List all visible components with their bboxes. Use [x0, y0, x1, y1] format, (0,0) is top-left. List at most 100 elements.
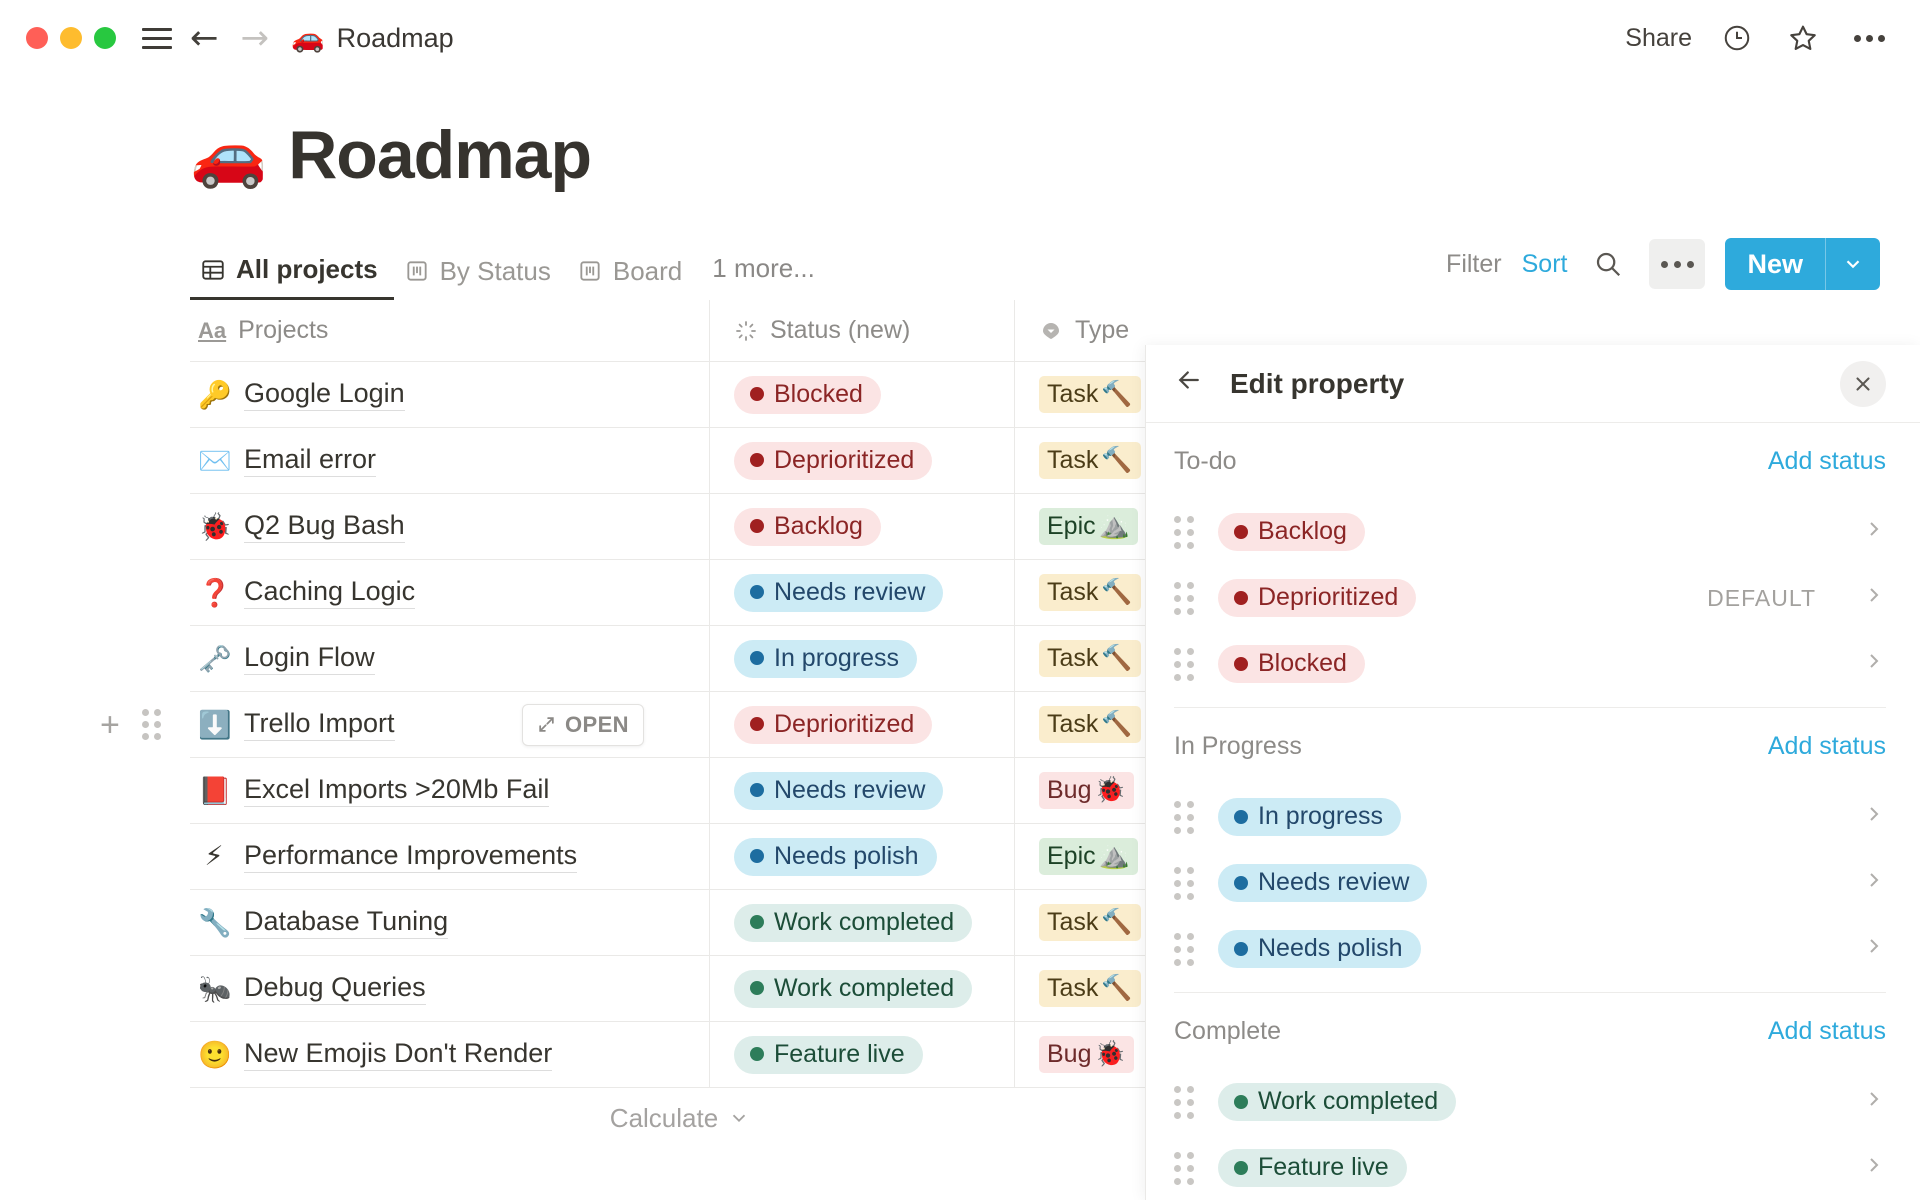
- cell-status[interactable]: Work completed: [710, 890, 1015, 955]
- open-page-button[interactable]: OPEN: [522, 703, 644, 746]
- cell-type[interactable]: Epic ⛰️: [1015, 494, 1170, 559]
- table-row[interactable]: ⚡ Performance Improvements Needs polish Epi…: [190, 824, 1170, 890]
- chevron-right-icon[interactable]: [1862, 1087, 1886, 1118]
- status-option-badge[interactable]: Feature live: [1218, 1149, 1407, 1187]
- column-header-type[interactable]: Type: [1015, 300, 1170, 361]
- type-badge[interactable]: Task 🔨: [1039, 574, 1141, 611]
- chevron-right-icon[interactable]: [1862, 1153, 1886, 1184]
- share-button[interactable]: Share: [1625, 23, 1692, 52]
- cell-project[interactable]: 🗝️ Login Flow: [190, 626, 710, 691]
- table-row[interactable]: 📕 Excel Imports >20Mb Fail Needs review Bug…: [190, 758, 1170, 824]
- cell-project[interactable]: ❓ Caching Logic: [190, 560, 710, 625]
- status-badge[interactable]: Needs review: [734, 573, 944, 612]
- tab-all-projects[interactable]: All projects: [190, 240, 394, 300]
- project-name[interactable]: Google Login: [244, 378, 405, 411]
- close-window-button[interactable]: [26, 27, 48, 49]
- table-row[interactable]: 🐜 Debug Queries Work completed Task 🔨: [190, 956, 1170, 1022]
- new-button-label[interactable]: New: [1725, 238, 1826, 290]
- status-option-badge[interactable]: Needs polish: [1218, 930, 1421, 968]
- forward-arrow-icon[interactable]: →: [240, 18, 270, 58]
- status-badge[interactable]: Feature live: [734, 1035, 923, 1074]
- type-badge[interactable]: Epic ⛰️: [1039, 508, 1138, 545]
- drag-handle-icon[interactable]: [1174, 866, 1194, 900]
- status-option-row[interactable]: Work completed: [1174, 1069, 1886, 1135]
- maximize-window-button[interactable]: [94, 27, 116, 49]
- drag-handle-icon[interactable]: [1174, 647, 1194, 681]
- drag-handle-icon[interactable]: [141, 709, 161, 740]
- project-name[interactable]: Q2 Bug Bash: [244, 510, 405, 543]
- status-badge[interactable]: Needs polish: [734, 837, 937, 876]
- calculate-button[interactable]: Calculate: [610, 1103, 750, 1134]
- cell-project[interactable]: 🔧 Database Tuning: [190, 890, 710, 955]
- cell-status[interactable]: Feature live: [710, 1022, 1015, 1087]
- type-badge[interactable]: Task 🔨: [1039, 376, 1141, 413]
- project-name[interactable]: Debug Queries: [244, 972, 426, 1005]
- table-row[interactable]: 🗝️ Login Flow In progress Task 🔨: [190, 626, 1170, 692]
- cell-status[interactable]: In progress: [710, 626, 1015, 691]
- type-badge[interactable]: Bug 🐞: [1039, 772, 1134, 809]
- cell-type[interactable]: Bug 🐞: [1015, 758, 1170, 823]
- status-option-badge[interactable]: Needs review: [1218, 864, 1428, 902]
- cell-project[interactable]: 📕 Excel Imports >20Mb Fail: [190, 758, 710, 823]
- cell-project[interactable]: ⬇️ Trello Import OPEN: [190, 692, 710, 757]
- cell-type[interactable]: Task 🔨: [1015, 692, 1170, 757]
- cell-project[interactable]: 🐜 Debug Queries: [190, 956, 710, 1021]
- status-option-row[interactable]: Needs review: [1174, 850, 1886, 916]
- clock-icon[interactable]: [1716, 17, 1758, 59]
- project-name[interactable]: Performance Improvements: [244, 840, 578, 873]
- status-badge[interactable]: Work completed: [734, 969, 973, 1008]
- table-row[interactable]: 🐞 Q2 Bug Bash Backlog Epic ⛰️: [190, 494, 1170, 560]
- type-badge[interactable]: Task 🔨: [1039, 904, 1141, 941]
- table-row[interactable]: ❓ Caching Logic Needs review Task 🔨: [190, 560, 1170, 626]
- table-footer[interactable]: Calculate: [190, 1088, 1170, 1148]
- status-option-row[interactable]: Feature live: [1174, 1135, 1886, 1200]
- more-views-button[interactable]: 1 more...: [712, 253, 815, 283]
- status-option-row[interactable]: Backlog: [1174, 499, 1886, 565]
- cell-type[interactable]: Task 🔨: [1015, 362, 1170, 427]
- page-icon-car[interactable]: 🚗: [190, 120, 267, 190]
- star-icon[interactable]: [1782, 17, 1824, 59]
- status-option-badge[interactable]: Backlog: [1218, 513, 1365, 551]
- project-name[interactable]: Caching Logic: [244, 576, 416, 609]
- status-badge[interactable]: In progress: [734, 639, 918, 678]
- status-option-row[interactable]: Deprioritized DEFAULT: [1174, 565, 1886, 631]
- breadcrumb[interactable]: 🚗 Roadmap: [291, 22, 454, 54]
- drag-handle-icon[interactable]: [1174, 932, 1194, 966]
- cell-project[interactable]: ✉️ Email error: [190, 428, 710, 493]
- status-badge[interactable]: Needs review: [734, 771, 944, 810]
- status-option-row[interactable]: Blocked: [1174, 631, 1886, 697]
- status-option-row[interactable]: Needs polish: [1174, 916, 1886, 982]
- search-icon[interactable]: [1587, 243, 1629, 285]
- type-badge[interactable]: Task 🔨: [1039, 442, 1141, 479]
- new-button[interactable]: New: [1725, 238, 1880, 290]
- close-icon[interactable]: [1840, 360, 1886, 407]
- chevron-right-icon[interactable]: [1862, 583, 1886, 614]
- drag-handle-icon[interactable]: [1174, 1085, 1194, 1119]
- cell-project[interactable]: ⚡ Performance Improvements: [190, 824, 710, 889]
- filter-button[interactable]: Filter: [1446, 249, 1502, 278]
- cell-status[interactable]: Deprioritized: [710, 692, 1015, 757]
- status-option-badge[interactable]: Work completed: [1218, 1083, 1457, 1121]
- minimize-window-button[interactable]: [60, 27, 82, 49]
- status-badge[interactable]: Backlog: [734, 507, 881, 546]
- cell-type[interactable]: Epic ⛰️: [1015, 824, 1170, 889]
- cell-status[interactable]: Backlog: [710, 494, 1015, 559]
- table-row[interactable]: 🔑 Google Login Blocked Task 🔨: [190, 362, 1170, 428]
- view-options-button[interactable]: [1649, 239, 1706, 289]
- status-option-badge[interactable]: In progress: [1218, 798, 1402, 836]
- cell-status[interactable]: Needs review: [710, 560, 1015, 625]
- table-row[interactable]: 🙂 New Emojis Don't Render Feature live Bug 🐞: [190, 1022, 1170, 1088]
- status-badge[interactable]: Work completed: [734, 903, 973, 942]
- cell-type[interactable]: Task 🔨: [1015, 956, 1170, 1021]
- type-badge[interactable]: Task 🔨: [1039, 640, 1141, 677]
- drag-handle-icon[interactable]: [1174, 1151, 1194, 1185]
- status-badge[interactable]: Blocked: [734, 375, 881, 414]
- chevron-down-icon[interactable]: [1826, 238, 1880, 290]
- cell-status[interactable]: Deprioritized: [710, 428, 1015, 493]
- chevron-right-icon[interactable]: [1862, 649, 1886, 680]
- status-badge[interactable]: Deprioritized: [734, 441, 933, 480]
- status-badge[interactable]: Deprioritized: [734, 705, 933, 744]
- column-header-status[interactable]: Status (new): [710, 300, 1015, 361]
- status-option-badge[interactable]: Deprioritized: [1218, 579, 1417, 617]
- drag-handle-icon[interactable]: [1174, 581, 1194, 615]
